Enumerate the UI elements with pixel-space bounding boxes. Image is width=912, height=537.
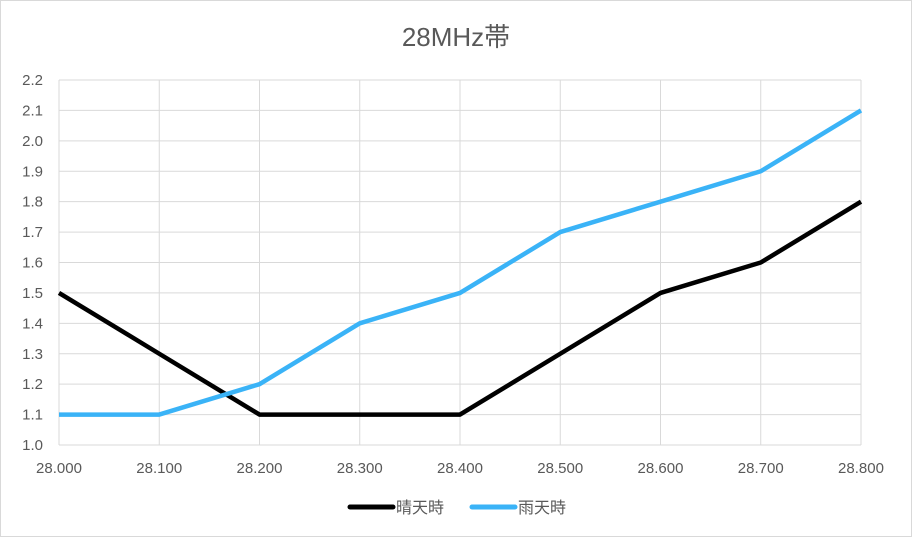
legend-label: 雨天時: [518, 499, 566, 517]
y-tick-label: 1.6: [22, 255, 43, 272]
x-tick-label: 28.100: [136, 460, 182, 477]
y-tick-label: 2.0: [22, 133, 43, 150]
x-tick-label: 28.200: [237, 460, 283, 477]
y-tick-label: 1.8: [22, 194, 43, 211]
y-tick-label: 1.3: [22, 346, 43, 363]
y-tick-label: 1.4: [22, 315, 43, 332]
x-tick-label: 28.600: [638, 460, 684, 477]
x-tick-label: 28.300: [337, 460, 383, 477]
y-tick-label: 1.2: [22, 376, 43, 393]
series-line-0: [57, 199, 863, 417]
y-tick-label: 1.1: [22, 407, 43, 424]
series-line-1: [59, 108, 863, 417]
y-tick-label: 1.5: [22, 285, 43, 302]
chart-title: 28MHz帯: [402, 22, 510, 52]
x-tick-label: 28.800: [838, 460, 884, 477]
x-tick-label: 28.500: [537, 460, 583, 477]
legend-label: 晴天時: [396, 499, 444, 517]
y-tick-label: 1.9: [22, 163, 43, 180]
y-tick-label: 1.0: [22, 437, 43, 454]
y-tick-label: 2.2: [22, 72, 43, 89]
x-tick-label: 28.000: [36, 460, 82, 477]
x-tick-label: 28.400: [437, 460, 483, 477]
y-tick-label: 2.1: [22, 102, 43, 119]
x-tick-label: 28.700: [738, 460, 784, 477]
y-tick-label: 1.7: [22, 224, 43, 241]
